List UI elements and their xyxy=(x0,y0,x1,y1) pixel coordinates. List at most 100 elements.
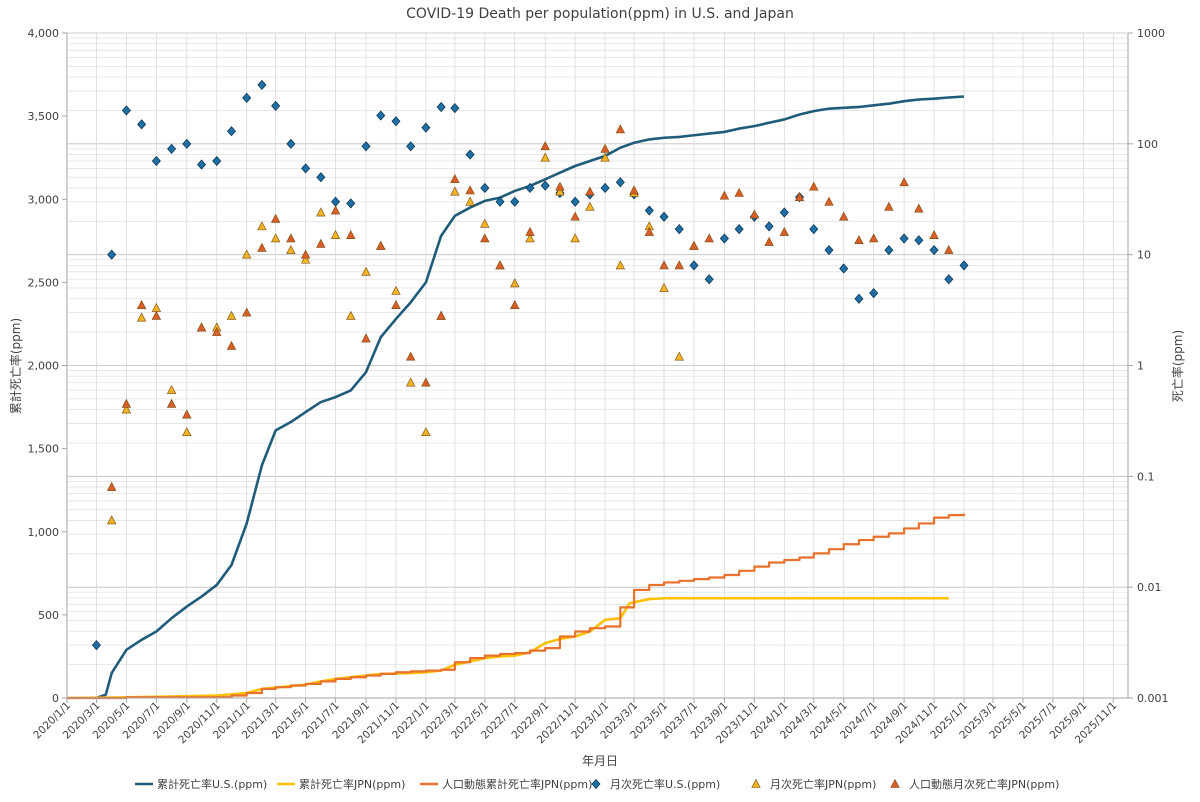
data-point-3 xyxy=(91,640,101,651)
data-point-5 xyxy=(166,398,177,408)
y-tick-label: 3,500 xyxy=(28,110,60,123)
data-point-4 xyxy=(182,427,192,437)
data-point-5 xyxy=(719,190,730,200)
data-point-4 xyxy=(570,233,580,243)
data-point-3 xyxy=(226,126,237,137)
series-line-2 xyxy=(67,513,966,700)
data-point-3 xyxy=(107,249,117,260)
data-point-3 xyxy=(719,233,729,244)
data-point-4 xyxy=(421,427,431,437)
data-point-5 xyxy=(525,226,535,236)
data-point-4 xyxy=(226,310,237,320)
data-point-5 xyxy=(391,300,401,309)
data-point-5 xyxy=(734,187,744,197)
data-point-5 xyxy=(764,236,774,246)
data-point-3 xyxy=(480,182,490,194)
data-point-3 xyxy=(316,172,326,183)
legend-marker-3 xyxy=(591,778,601,790)
data-point-4 xyxy=(166,384,177,394)
data-point-5 xyxy=(257,242,267,252)
data-point-3 xyxy=(196,159,207,170)
data-point-3 xyxy=(421,122,431,133)
legend-label-5: 人口動態月次死亡率JPN(ppm) xyxy=(909,777,1059,791)
data-point-3 xyxy=(600,182,610,194)
data-point-3 xyxy=(495,196,505,207)
data-point-4 xyxy=(674,351,684,361)
data-point-3 xyxy=(465,149,475,160)
data-point-3 xyxy=(525,182,535,194)
data-point-3 xyxy=(151,155,161,167)
legend-label-0: 累計死亡率U.S.(ppm) xyxy=(157,777,267,791)
data-point-4 xyxy=(540,152,550,162)
data-point-3 xyxy=(764,221,774,232)
data-point-3 xyxy=(689,260,699,271)
data-point-3 xyxy=(674,224,684,235)
data-point-5 xyxy=(361,333,371,343)
data-point-3 xyxy=(346,198,356,209)
data-point-4 xyxy=(525,233,535,243)
data-point-4 xyxy=(480,218,490,228)
data-point-4 xyxy=(600,152,610,162)
data-point-3 xyxy=(914,235,924,246)
data-point-3 xyxy=(659,211,669,222)
data-point-5 xyxy=(106,481,117,491)
y2-tick-label: 100 xyxy=(1137,138,1158,151)
data-point-4 xyxy=(465,196,475,206)
data-point-4 xyxy=(510,278,520,288)
data-point-5 xyxy=(585,186,595,196)
data-point-5 xyxy=(929,230,939,239)
legend-label-1: 累計死亡率JPN(ppm) xyxy=(299,777,405,791)
data-point-4 xyxy=(270,233,281,243)
data-point-5 xyxy=(629,185,639,195)
data-point-5 xyxy=(316,238,326,248)
data-point-5 xyxy=(436,310,446,320)
data-point-4 xyxy=(316,207,326,217)
data-point-3 xyxy=(212,155,222,167)
data-point-5 xyxy=(914,203,924,213)
series-line-0 xyxy=(96,95,965,700)
data-point-4 xyxy=(300,254,311,264)
data-point-4 xyxy=(405,377,416,387)
data-point-5 xyxy=(495,260,505,270)
data-point-5 xyxy=(330,205,341,215)
data-point-3 xyxy=(286,138,296,149)
data-point-3 xyxy=(869,287,879,299)
data-point-3 xyxy=(899,233,909,244)
y-tick-label: 4,000 xyxy=(28,27,60,40)
data-point-4 xyxy=(391,285,401,295)
data-point-3 xyxy=(615,177,625,188)
data-point-5 xyxy=(899,177,909,187)
data-point-4 xyxy=(615,260,626,270)
data-point-3 xyxy=(137,119,147,130)
data-point-3 xyxy=(167,143,177,155)
data-point-3 xyxy=(704,274,714,285)
data-point-5 xyxy=(689,240,699,250)
data-point-5 xyxy=(555,181,565,191)
data-point-4 xyxy=(286,244,296,254)
data-point-3 xyxy=(436,101,446,113)
data-point-5 xyxy=(659,260,669,270)
data-point-5 xyxy=(839,211,849,221)
data-point-4 xyxy=(555,186,565,196)
data-point-5 xyxy=(346,230,356,239)
series-layer xyxy=(66,79,969,700)
data-point-3 xyxy=(301,163,311,174)
data-point-5 xyxy=(286,233,296,243)
data-point-5 xyxy=(868,233,879,243)
data-point-4 xyxy=(106,515,117,525)
data-point-5 xyxy=(465,185,475,195)
legend-label-3: 月次死亡率U.S.(ppm) xyxy=(610,777,720,791)
y2-tick-label: 0.1 xyxy=(1137,470,1155,483)
data-point-5 xyxy=(884,201,894,211)
legend-label-4: 月次死亡率JPN(ppm) xyxy=(770,777,876,791)
data-point-5 xyxy=(749,209,760,219)
legend-label-2: 人口動態累計死亡率JPN(ppm) xyxy=(442,777,592,791)
data-point-4 xyxy=(242,249,252,259)
data-point-3 xyxy=(540,180,550,191)
data-point-3 xyxy=(570,196,580,207)
data-point-5 xyxy=(450,174,460,183)
data-point-5 xyxy=(136,300,147,309)
data-point-3 xyxy=(944,274,954,285)
data-point-3 xyxy=(242,92,252,103)
